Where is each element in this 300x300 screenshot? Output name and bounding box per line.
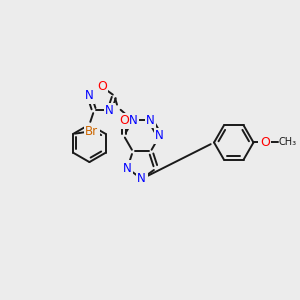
Text: Br: Br [85,124,98,138]
Text: N: N [155,129,164,142]
Text: O: O [97,80,107,93]
Text: N: N [85,89,94,102]
Text: O: O [260,136,270,149]
Text: O: O [119,114,129,128]
Text: N: N [137,172,146,185]
Text: N: N [146,114,155,127]
Text: N: N [105,104,114,117]
Text: CH₃: CH₃ [279,137,297,148]
Text: N: N [128,114,137,127]
Text: N: N [123,162,132,175]
